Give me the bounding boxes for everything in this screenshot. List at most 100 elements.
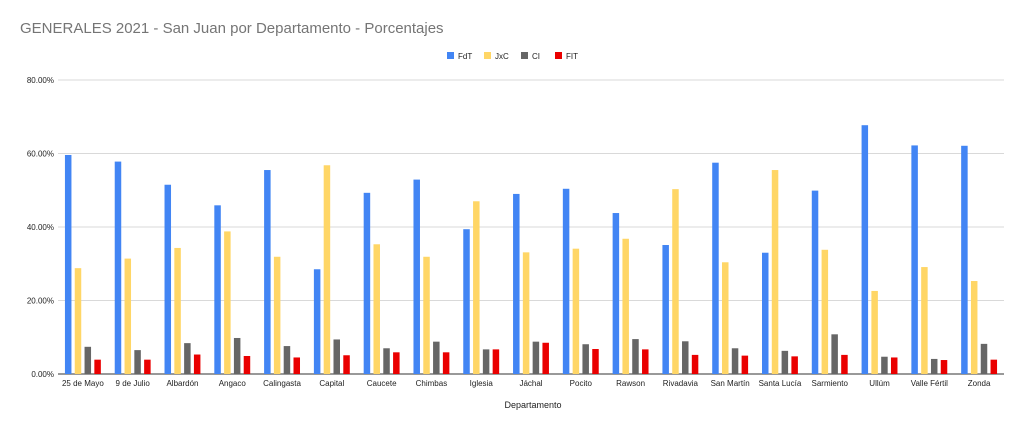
bar bbox=[622, 238, 629, 374]
y-tick-label: 40.00% bbox=[27, 223, 54, 232]
bar bbox=[582, 344, 589, 374]
bar bbox=[433, 341, 440, 374]
bar bbox=[273, 256, 281, 374]
bar bbox=[890, 357, 898, 374]
bar bbox=[990, 359, 998, 374]
bar bbox=[572, 248, 580, 374]
bar bbox=[233, 337, 241, 374]
bar bbox=[114, 161, 122, 374]
legend-swatch bbox=[555, 52, 562, 59]
bar bbox=[313, 269, 321, 374]
bar bbox=[74, 268, 82, 374]
x-axis: 25 de Mayo 9 de Julio Albardón Angaco Caling… bbox=[62, 379, 991, 388]
bar bbox=[363, 192, 371, 374]
bar bbox=[174, 247, 181, 374]
bar bbox=[771, 170, 779, 374]
x-tick-label: Jáchal bbox=[519, 379, 542, 388]
x-tick-label: Valle Fértil bbox=[911, 379, 948, 388]
x-tick-label: Albardón bbox=[166, 379, 198, 388]
bar bbox=[911, 145, 918, 374]
bar bbox=[861, 125, 869, 374]
bar bbox=[492, 349, 500, 374]
bar bbox=[642, 349, 649, 374]
bar bbox=[672, 189, 679, 374]
x-tick-label: Pocito bbox=[570, 379, 593, 388]
bar bbox=[731, 348, 739, 374]
x-tick-label: Rivadavia bbox=[663, 379, 699, 388]
x-tick-label: Sarmiento bbox=[812, 379, 849, 388]
x-tick-label: Chimbas bbox=[416, 379, 448, 388]
legend-label: FIT bbox=[566, 52, 578, 61]
bar bbox=[423, 256, 430, 374]
chart-title: GENERALES 2021 - San Juan por Departamen… bbox=[20, 20, 444, 37]
bar bbox=[184, 343, 191, 374]
legend-label: JxC bbox=[495, 52, 509, 61]
bar bbox=[761, 252, 769, 374]
x-tick-label: Ullúm bbox=[869, 379, 890, 388]
bar bbox=[333, 339, 340, 374]
bar bbox=[542, 342, 549, 374]
bar bbox=[264, 170, 271, 374]
x-tick-label: Santa Lucía bbox=[759, 379, 802, 388]
bar bbox=[791, 356, 798, 374]
bar bbox=[164, 184, 172, 374]
bar bbox=[841, 354, 848, 374]
bar bbox=[722, 262, 729, 374]
bar bbox=[980, 343, 988, 374]
y-tick-label: 80.00% bbox=[27, 76, 54, 85]
y-tick-label: 60.00% bbox=[27, 150, 54, 159]
x-tick-label: 9 de Julio bbox=[116, 379, 151, 388]
bar bbox=[632, 339, 639, 374]
y-axis: 0.00% 20.00% 40.00% 60.00% 80.00% bbox=[27, 76, 54, 379]
bar bbox=[712, 162, 719, 374]
bar bbox=[214, 205, 221, 374]
bar bbox=[662, 245, 669, 374]
x-tick-label: Rawson bbox=[616, 379, 645, 388]
bar bbox=[243, 355, 251, 374]
bar bbox=[612, 213, 620, 374]
bar bbox=[463, 229, 470, 374]
bar bbox=[961, 145, 968, 374]
bar bbox=[393, 352, 400, 374]
bar bbox=[970, 281, 978, 374]
bar bbox=[482, 349, 490, 374]
bars bbox=[64, 125, 998, 374]
bar bbox=[921, 267, 928, 374]
legend-swatch bbox=[447, 52, 454, 59]
bar bbox=[562, 188, 570, 374]
bar bbox=[64, 154, 72, 374]
x-tick-label: Zonda bbox=[968, 379, 991, 388]
bar bbox=[144, 359, 151, 374]
x-tick-label: Iglesia bbox=[470, 379, 494, 388]
bar bbox=[871, 290, 878, 374]
bar bbox=[293, 357, 301, 374]
y-tick-label: 20.00% bbox=[27, 297, 54, 306]
bar bbox=[94, 359, 101, 374]
legend-swatch bbox=[521, 52, 528, 59]
x-tick-label: Capital bbox=[319, 379, 344, 388]
legend-label: FdT bbox=[458, 52, 472, 61]
bar bbox=[283, 346, 291, 374]
bar bbox=[532, 341, 540, 374]
bar bbox=[691, 354, 699, 374]
bar bbox=[781, 350, 789, 374]
x-tick-label: Calingasta bbox=[263, 379, 301, 388]
bar bbox=[821, 249, 829, 374]
bar bbox=[940, 360, 948, 374]
bar bbox=[193, 354, 201, 374]
x-tick-label: Angaco bbox=[219, 379, 247, 388]
legend-swatch bbox=[484, 52, 491, 59]
bar bbox=[741, 355, 749, 374]
y-tick-label: 0.00% bbox=[31, 370, 54, 379]
bar bbox=[473, 201, 480, 374]
x-tick-label: San Martín bbox=[711, 379, 750, 388]
x-tick-label: Caucete bbox=[367, 379, 397, 388]
bar bbox=[343, 355, 350, 374]
bar bbox=[811, 190, 819, 374]
bar bbox=[513, 193, 520, 374]
bar bbox=[831, 334, 838, 374]
bar bbox=[124, 258, 132, 374]
bar bbox=[383, 348, 390, 374]
x-tick-label: 25 de Mayo bbox=[62, 379, 104, 388]
bar bbox=[592, 349, 599, 374]
